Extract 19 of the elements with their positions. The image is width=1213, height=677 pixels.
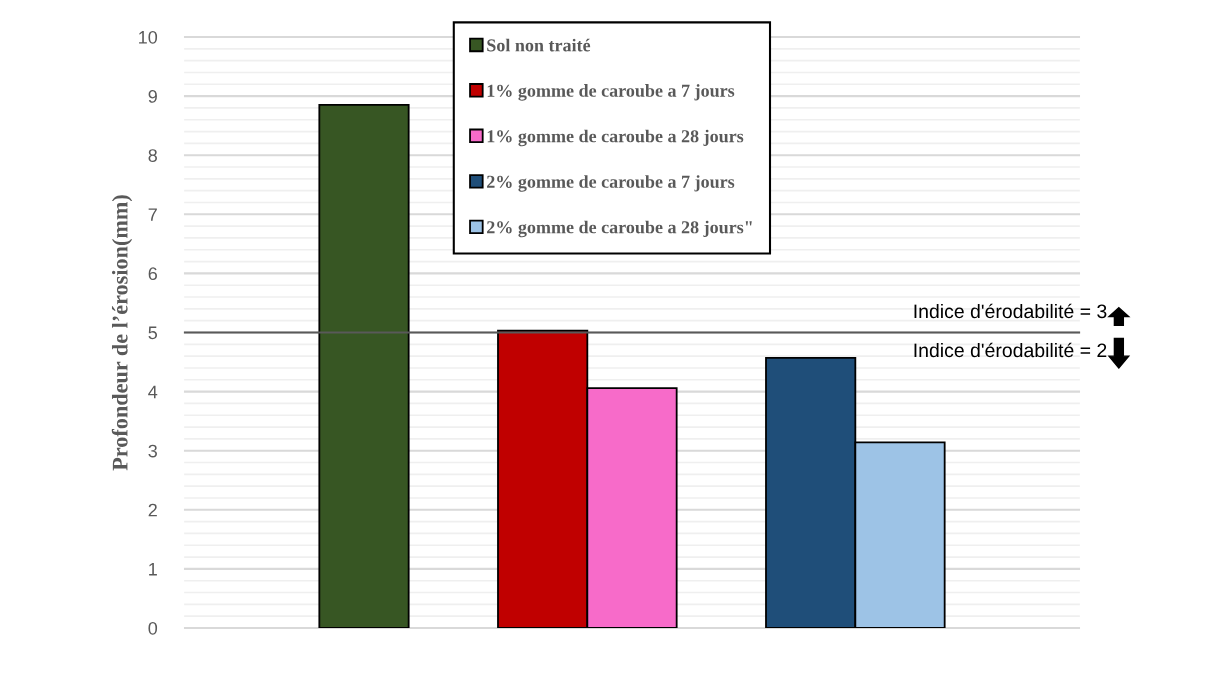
legend-label: 1% gomme de caroube a 7 jours — [487, 84, 735, 101]
y-tick-label: 10 — [139, 30, 158, 44]
y-tick-label: 4 — [148, 385, 158, 399]
y-tick-label: 7 — [148, 208, 157, 221]
annotation: Indice d'érodabilité = 3 — [914, 303, 1107, 319]
legend-label: Sol non traité — [487, 38, 591, 52]
legend-label: 1% gomme de caroube a 28 jours — [487, 129, 744, 147]
y-axis-title: Profondeur de l’érosion(mm) — [111, 195, 133, 471]
y-tick-label: 1 — [149, 563, 157, 576]
annotation: Indice d'érodabilité = 2 — [914, 342, 1107, 358]
y-tick-label: 6 — [148, 267, 157, 281]
y-tick-label: 5 — [148, 326, 158, 340]
y-tick-label: 8 — [148, 149, 157, 162]
y-tick-label: 9 — [148, 90, 157, 103]
legend-label: 2% gomme de caroube a 7 jours — [487, 175, 735, 192]
y-tick-label: 3 — [148, 444, 157, 458]
y-tick-label: 2 — [148, 503, 157, 517]
legend-label: 2% gomme de caroube a 28 jours" — [487, 220, 752, 238]
y-tick-label: 0 — [148, 621, 158, 635]
